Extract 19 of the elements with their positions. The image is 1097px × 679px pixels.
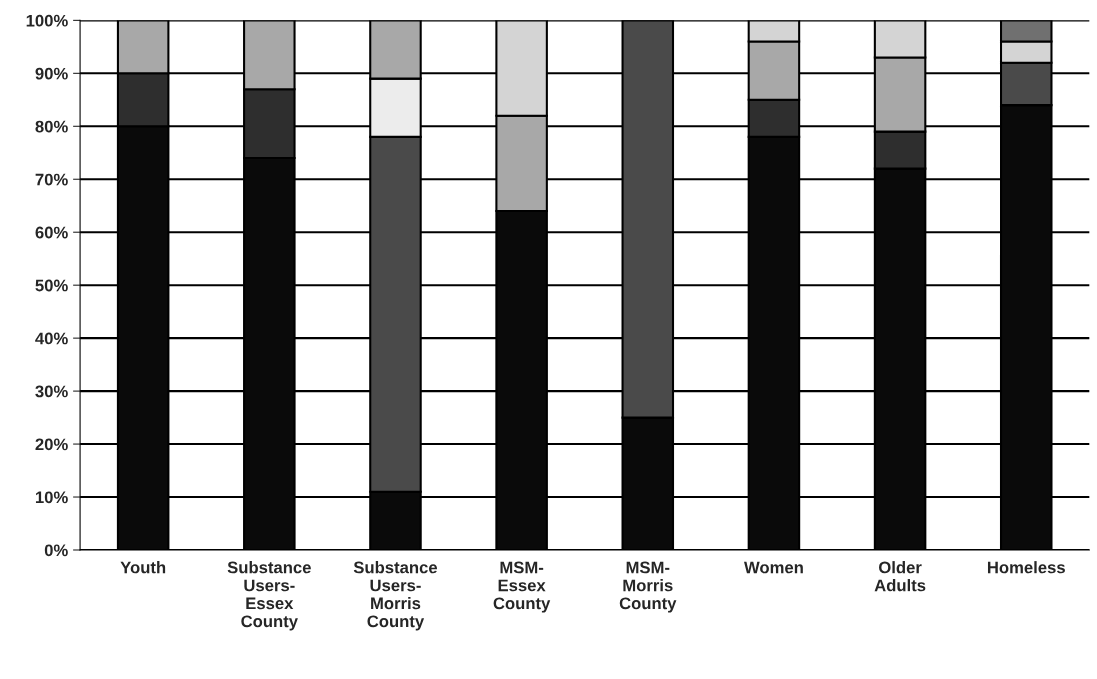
x-tick-label: MSM- Morris County (619, 561, 677, 613)
y-tick-label: 30% (35, 385, 68, 398)
y-tick-label: 40% (35, 332, 68, 345)
y-tick-label: 20% (35, 438, 68, 451)
x-tick-label: Substance Users- Morris County (353, 561, 438, 631)
x-tick-label: Youth (120, 561, 166, 574)
y-tick-label: 60% (35, 226, 68, 239)
x-tick-label: Women (744, 561, 803, 574)
y-tick-label: 90% (35, 67, 68, 80)
y-tick-label: 80% (35, 120, 68, 133)
x-tick-label: MSM- Essex County (493, 561, 551, 613)
y-tick-label: 10% (35, 491, 68, 504)
y-tick-label: 100% (26, 14, 68, 27)
x-tick-label: Substance Users- Essex County (227, 561, 311, 631)
y-tick-label: 50% (35, 279, 68, 292)
x-tick-label: Homeless (987, 561, 1065, 574)
x-tick-label: Older Adults (874, 561, 926, 592)
y-tick-label: 70% (35, 173, 68, 186)
y-tick-label: 0% (44, 544, 68, 557)
